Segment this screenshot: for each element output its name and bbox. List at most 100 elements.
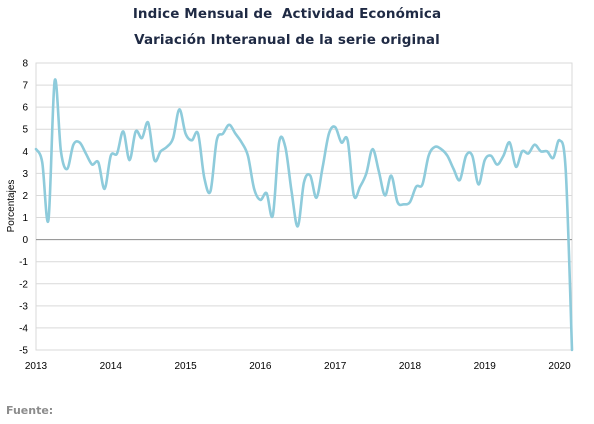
x-tick-label: 2018 xyxy=(399,361,422,372)
y-tick-label: -2 xyxy=(19,279,28,290)
data-point xyxy=(153,159,156,162)
y-tick-label: 4 xyxy=(22,147,28,158)
y-axis-ticks: -5 -4 -3 -2 -1 0 1 2 3 4 5 6 7 8 xyxy=(19,59,28,357)
data-point xyxy=(508,141,511,144)
data-point xyxy=(321,165,324,168)
data-point xyxy=(546,150,549,153)
y-tick-label: 7 xyxy=(22,81,28,92)
data-point xyxy=(240,141,243,144)
data-point xyxy=(328,132,331,135)
data-point xyxy=(141,137,144,140)
y-tick-label: 6 xyxy=(22,103,28,114)
series-line-group xyxy=(34,78,574,352)
data-point xyxy=(377,170,380,173)
data-point xyxy=(409,201,412,204)
y-tick-label: 5 xyxy=(22,125,28,136)
data-point xyxy=(384,194,387,197)
data-point xyxy=(78,141,81,144)
y-tick-label: 1 xyxy=(22,213,28,224)
data-point xyxy=(253,188,256,191)
x-tick-label: 2014 xyxy=(100,361,123,372)
chart-subtitle: Variación Interanual de la serie origina… xyxy=(134,32,440,48)
plot-border xyxy=(35,62,573,351)
data-point xyxy=(527,152,530,155)
data-point xyxy=(552,157,555,160)
chart-title: Indice Mensual de Actividad Económica xyxy=(132,6,442,22)
data-point xyxy=(459,179,462,182)
data-point xyxy=(359,185,362,188)
data-point xyxy=(159,150,162,153)
data-point xyxy=(465,154,468,157)
data-point xyxy=(128,159,131,162)
data-point xyxy=(471,154,474,157)
gridlines xyxy=(35,62,573,351)
data-point xyxy=(296,225,299,228)
data-point xyxy=(247,154,250,157)
data-point xyxy=(540,150,543,153)
data-point xyxy=(53,79,56,82)
x-tick-label: 2019 xyxy=(474,361,497,372)
data-point xyxy=(477,183,480,186)
data-point xyxy=(60,150,63,153)
data-point xyxy=(278,141,281,144)
data-point xyxy=(85,152,88,155)
data-point xyxy=(421,183,424,186)
data-point xyxy=(234,132,237,135)
source-label: Fuente: xyxy=(6,404,54,417)
data-point xyxy=(446,154,449,157)
data-point xyxy=(47,218,50,221)
data-point xyxy=(396,201,399,204)
data-point xyxy=(172,137,175,140)
data-point xyxy=(353,194,356,197)
data-point xyxy=(134,130,137,133)
data-point xyxy=(290,190,293,193)
data-point xyxy=(222,132,225,135)
data-point xyxy=(178,108,181,111)
data-point xyxy=(315,196,318,199)
y-axis-label: Porcentajes xyxy=(6,180,17,233)
x-axis-ticks: 2013 2014 2015 2016 2017 2018 2019 2020 xyxy=(25,361,571,372)
data-point xyxy=(116,152,119,155)
data-point xyxy=(427,154,430,157)
y-tick-label: 2 xyxy=(22,191,28,202)
data-point xyxy=(147,121,150,124)
y-tick-label: 8 xyxy=(22,59,28,70)
data-point xyxy=(334,126,337,129)
data-point xyxy=(166,146,169,149)
data-point xyxy=(483,159,486,162)
data-point xyxy=(533,143,536,146)
x-tick-label: 2015 xyxy=(174,361,197,372)
data-point xyxy=(284,146,287,149)
data-point xyxy=(215,139,218,142)
y-tick-label: 0 xyxy=(22,235,28,246)
data-point xyxy=(309,174,312,177)
x-tick-label: 2013 xyxy=(25,361,48,372)
data-point xyxy=(402,203,405,206)
data-point xyxy=(558,139,561,142)
series-line xyxy=(34,78,574,352)
x-tick-label: 2020 xyxy=(548,361,571,372)
data-point xyxy=(91,163,94,166)
data-point xyxy=(515,165,518,168)
y-tick-label: -5 xyxy=(19,346,28,357)
data-point xyxy=(434,146,437,149)
data-point xyxy=(571,349,574,352)
data-point xyxy=(41,161,44,164)
data-point xyxy=(340,141,343,144)
data-point xyxy=(228,124,231,127)
data-point xyxy=(496,163,499,166)
data-point xyxy=(109,154,112,157)
y-tick-label: -1 xyxy=(19,257,28,268)
data-point xyxy=(272,214,275,217)
data-point xyxy=(371,148,374,151)
data-point xyxy=(191,139,194,142)
data-point xyxy=(259,199,262,202)
x-tick-label: 2017 xyxy=(324,361,347,372)
y-tick-label: -4 xyxy=(19,323,28,334)
data-point xyxy=(184,132,187,135)
data-point xyxy=(203,177,206,180)
data-point xyxy=(209,190,212,193)
data-point xyxy=(415,185,418,188)
data-point xyxy=(97,161,100,164)
data-point xyxy=(365,172,368,175)
